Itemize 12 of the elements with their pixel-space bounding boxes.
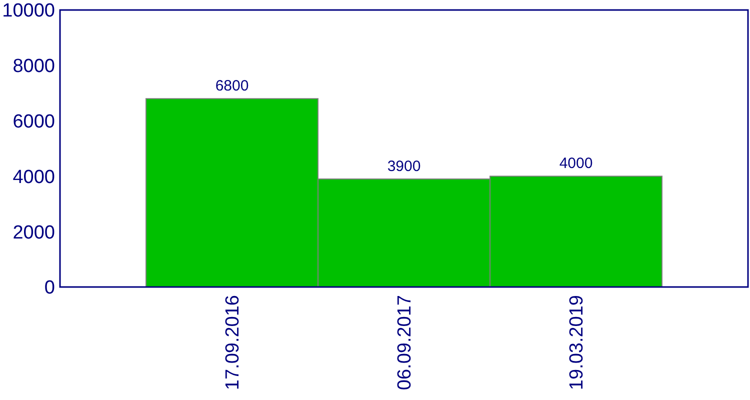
y-tick-label: 6000: [12, 111, 55, 132]
y-tick-label: 8000: [12, 56, 55, 78]
data-label: 4000: [559, 155, 593, 172]
y-tick-label: 2000: [12, 222, 55, 244]
x-tick-label: 06.09.2017: [394, 295, 416, 390]
y-tick-label: 4000: [12, 166, 55, 188]
y-tick-label: 10000: [2, 0, 55, 22]
data-label: 3900: [387, 158, 421, 175]
y-tick-label: 0: [44, 278, 55, 299]
x-tick-label: 19.03.2019: [566, 295, 588, 390]
data-label: 6800: [215, 78, 249, 95]
x-tick-label: 17.09.2016: [222, 295, 244, 390]
